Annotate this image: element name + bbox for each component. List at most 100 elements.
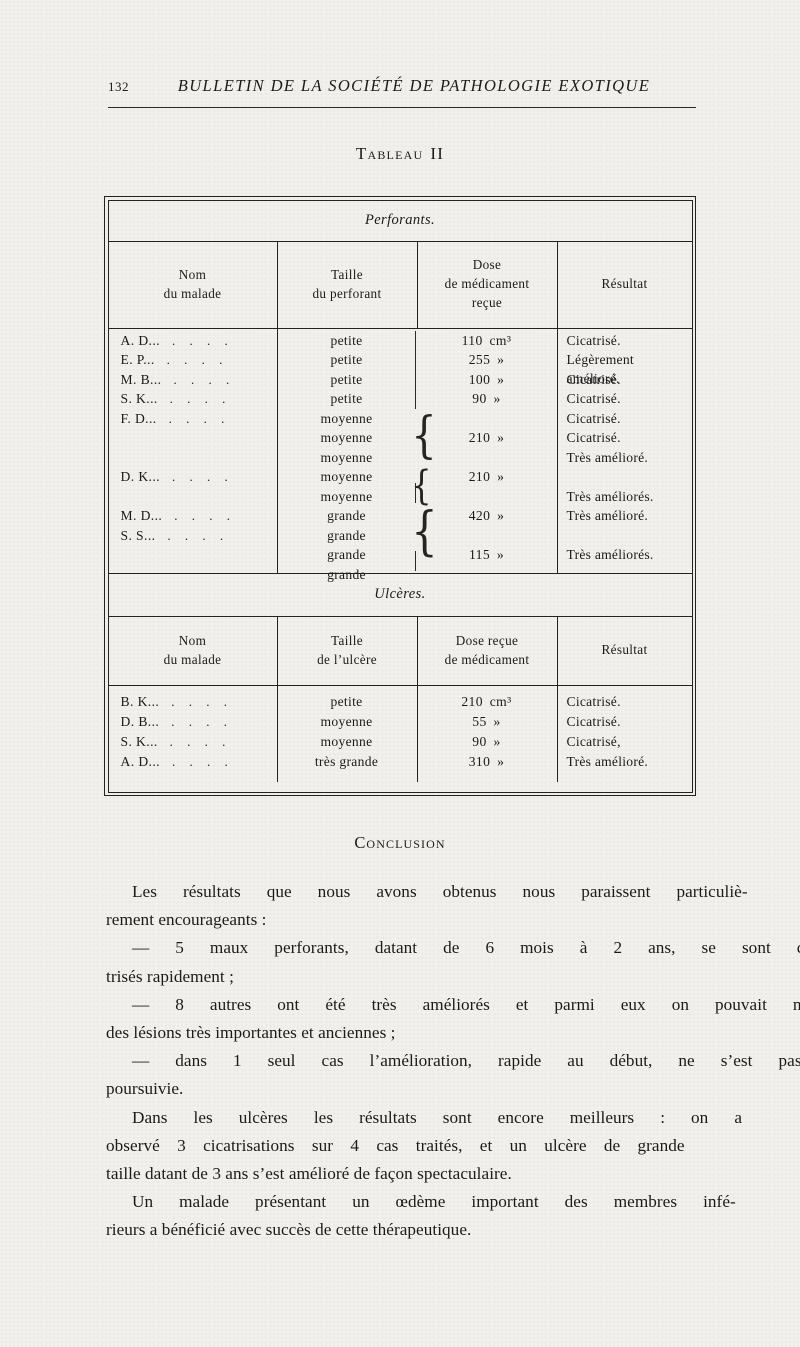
perforants-col-name: Nom du malade <box>109 242 277 328</box>
ulceres-title-rule <box>108 615 692 617</box>
ulceres-col-dose-l1: Dose reçue <box>455 632 519 648</box>
table-caption-number: II <box>430 144 445 163</box>
table-row: S. S.... . . . grande <box>109 526 692 545</box>
ulceres-divider-1 <box>276 685 278 782</box>
perforants-header-row: Nom du malade Taille du perforant Dose de m… <box>109 241 692 328</box>
perforants-col-size-l2: du perforant <box>312 285 382 301</box>
cell-result: Très amélioré. <box>566 508 649 523</box>
perforants-divider-3 <box>556 328 558 573</box>
perforants-col-dose-l2: de médicament <box>444 276 530 292</box>
cell-dose: 255 » <box>468 352 505 367</box>
perforants-body: { { { A. D.... . . . petite 110 cm³ Cicatri… <box>109 328 692 582</box>
perforants-header-rule <box>108 327 692 329</box>
perforants-divider-2a <box>414 330 416 409</box>
cell-dose-unit: » <box>489 713 501 729</box>
table-row: M. B.... . . . petite 100 » Cicatrisé. <box>109 370 692 389</box>
table-row: S. K.... . . . moyenne 90 » Cicatrisé, <box>109 732 692 751</box>
header-rule <box>108 107 696 108</box>
conclusion-paragraph: Les résultats que nous avons obtenus nous parai… <box>106 878 748 934</box>
page-number: 132 <box>108 79 129 94</box>
perforants-divider-2b <box>414 482 416 503</box>
perforants-col-result-l1: Résultat <box>601 276 648 292</box>
ulceres-col-name: Nom du malade <box>109 617 277 685</box>
cell-dose-unit: » <box>493 371 505 387</box>
cell-dose-unit: » <box>493 469 505 484</box>
ulceres-col-size-l1: Taille <box>331 632 363 648</box>
conclusion-heading: Conclusion <box>354 833 446 852</box>
cell-dose-unit: cm³ <box>485 332 512 348</box>
leader-dots: . . . . <box>174 508 236 523</box>
cell-dose: 210 » <box>468 469 505 484</box>
text-line: Dans les ulcères les résultats sont encore meil… <box>132 1107 742 1127</box>
text-line: — dans 1 seul cas l’amélioration, rapide au débu… <box>132 1051 800 1071</box>
perforants-divider-2c <box>414 550 416 571</box>
leader-dots: . . . . <box>166 352 228 367</box>
cell-result: Légèrement amélioré. <box>566 352 634 387</box>
leader-dots: . . . . <box>171 469 234 484</box>
leader-dots: . . . . <box>167 527 229 543</box>
cell-dose-unit: » <box>493 508 505 523</box>
table-row: moyenne 210 » Cicatrisé. <box>109 428 692 447</box>
text-line: rement encourageants : <box>106 910 267 930</box>
running-head: 132 BULLETIN DE LA SOCIÉTÉ DE PATHOLOGIE… <box>108 76 696 98</box>
table-row: E. P.... . . . petite 255 » Légèrement amél… <box>109 350 692 386</box>
cell-patient-name: F. D.... . . . <box>120 410 230 426</box>
conclusion-paragraph: —8 autres ont été très améliorés et parmi eux on p… <box>106 991 800 1047</box>
cell-dose-unit: » <box>493 754 505 770</box>
perforants-col-dose: Dose de médicament reçue <box>416 241 557 328</box>
leader-dots: . . . . <box>171 332 234 348</box>
perforants-col-dose-l1: Dose <box>472 257 502 273</box>
cell-result: Cicatrisé, <box>566 733 621 749</box>
cell-dose-unit: » <box>493 547 505 562</box>
conclusion-body: Les résultats que nous avons obtenus nous parai… <box>106 878 800 1245</box>
text-line: des lésions très importantes et ancienne… <box>106 1023 396 1043</box>
cell-result: Très amélioré. <box>566 754 649 770</box>
cell-result: Très améliorés. <box>566 488 654 504</box>
running-title: BULLETIN DE LA SOCIÉTÉ DE PATHOLOGIE EXO… <box>177 76 651 95</box>
ulceres-col-size-l2: de l’ulcère <box>317 651 377 667</box>
text-line: taille datant de 3 ans s’est amélioré de… <box>106 1164 512 1184</box>
table-row: A. D.... . . . très grande 310 » Très améli… <box>109 752 692 771</box>
cell-dose: 210 » <box>468 430 505 445</box>
conclusion-paragraph: Un malade présentant un œdème important des mem… <box>106 1188 736 1244</box>
cell-size: moyenne <box>320 410 373 426</box>
perforants-col-name-l1: Nom <box>178 266 207 282</box>
perforants-brace-group-2: { <box>410 462 432 509</box>
cell-patient-name: D. B.... . . . <box>120 713 233 729</box>
cell-dose: 115 » <box>468 547 505 562</box>
cell-size: petite <box>330 352 363 367</box>
perforants-col-size: Taille du perforant <box>276 241 417 328</box>
leader-dots: . . . . <box>169 391 231 406</box>
conclusion-paragraph: —5 maux perforants, datant de 6 mois à 2 ans, se so… <box>106 934 800 990</box>
cell-dose-unit: cm³ <box>485 693 512 709</box>
leader-dots: . . . . <box>171 713 233 729</box>
table-row: grande 115 » Très améliorés. <box>109 545 692 564</box>
cell-result: Cicatrisé. <box>566 713 621 729</box>
cell-dose-unit: » <box>489 733 501 749</box>
cell-size: moyenne <box>320 469 373 484</box>
cell-result: Très amélioré. <box>566 449 649 465</box>
table-row: D. K.... . . . moyenne 210 » <box>109 467 692 486</box>
table-row: grande <box>109 565 692 584</box>
perforants-bottom-rule <box>108 572 692 574</box>
cell-patient-name: M. D.... . . . <box>120 508 236 523</box>
ulceres-divider-3 <box>556 685 558 782</box>
ulceres-col-name-l2: du malade <box>163 651 222 667</box>
cell-result: Très améliorés. <box>566 547 654 562</box>
cell-patient-name: D. K.... . . . <box>120 469 234 484</box>
text-line: —5 maux perforants, datant de 6 mois à 2 ans, se so… <box>132 938 800 958</box>
leader-dots: . . . . <box>173 371 235 387</box>
cell-size: grande <box>327 547 366 562</box>
cell-result: Cicatrisé. <box>566 332 621 348</box>
text-line: trisés rapidement ; <box>106 966 234 986</box>
cell-dose: 420 » <box>468 508 505 523</box>
table-row: B. K.... . . . petite 210 cm³ Cicatrisé. <box>109 692 692 711</box>
ulceres-col-dose-l2: de médicament <box>444 651 530 667</box>
cell-result: Cicatrisé. <box>566 430 621 445</box>
cell-dose-unit: » <box>493 352 505 367</box>
cell-result: Cicatrisé. <box>566 693 621 709</box>
table-row: F. D.... . . . moyenne Cicatrisé. <box>109 409 692 428</box>
ulceres-col-dose: Dose reçue de médicament <box>416 616 557 685</box>
text-line: observé 3 cicatrisations sur 4 cas traités, et u… <box>106 1135 685 1155</box>
ulceres-header-row: Nom du malade Taille de l’ulcère Dose reçu… <box>109 616 692 685</box>
